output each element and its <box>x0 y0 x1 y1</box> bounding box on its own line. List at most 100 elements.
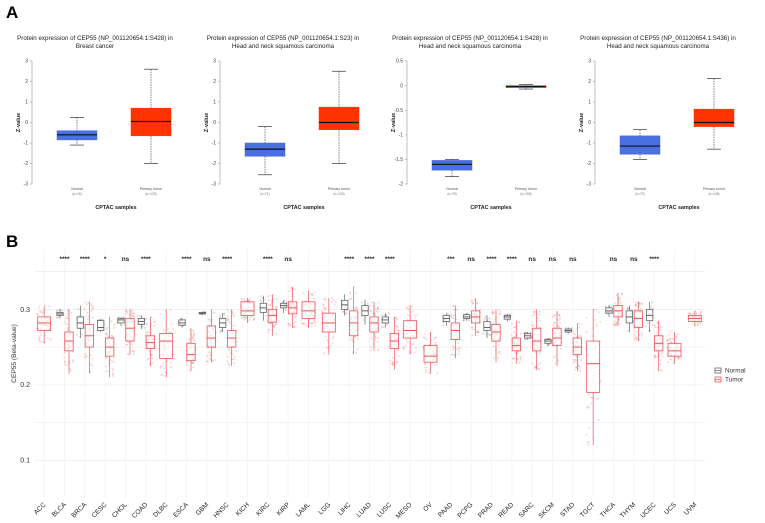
chart-title: Head and neck squamous carcinoma <box>232 43 335 50</box>
data-point <box>580 323 583 326</box>
data-point <box>491 311 494 313</box>
data-point <box>407 308 410 311</box>
significance-label: *** <box>447 256 455 263</box>
data-point <box>109 358 112 361</box>
data-point <box>477 331 480 334</box>
data-point <box>604 305 607 308</box>
data-point <box>219 315 222 318</box>
data-point <box>112 361 115 363</box>
data-point <box>105 356 108 359</box>
box-normal <box>619 129 661 160</box>
data-point <box>125 343 128 346</box>
data-point <box>591 335 593 337</box>
data-point <box>267 303 270 306</box>
data-point <box>458 349 460 352</box>
data-point <box>688 312 691 315</box>
data-point <box>640 302 643 305</box>
x-category-label: BLCA <box>51 501 69 519</box>
box-iqr <box>423 345 438 363</box>
data-point <box>325 299 327 301</box>
data-point <box>227 316 229 319</box>
x-category-label: ESCA <box>172 501 190 519</box>
data-point <box>519 356 522 359</box>
normal-box <box>543 337 552 347</box>
data-point <box>377 307 379 310</box>
data-point <box>633 333 636 336</box>
data-point <box>163 367 166 370</box>
data-point <box>272 298 275 301</box>
data-point <box>322 303 324 306</box>
data-point <box>578 365 581 368</box>
data-point <box>533 366 536 369</box>
data-point <box>548 337 550 340</box>
y-axis-title: Z-value <box>204 113 210 133</box>
data-point <box>355 351 357 354</box>
data-point <box>234 324 237 326</box>
data-point <box>293 288 296 291</box>
y-tick-label: 0 <box>400 83 403 89</box>
data-point <box>614 320 616 323</box>
data-point <box>577 365 580 367</box>
data-point <box>369 309 372 312</box>
data-point <box>118 316 121 319</box>
data-point <box>531 324 533 327</box>
data-point <box>131 315 134 318</box>
data-point <box>64 363 67 366</box>
data-point <box>463 318 466 321</box>
data-point <box>479 308 482 311</box>
significance-label: ns <box>122 256 130 263</box>
data-point <box>666 339 669 341</box>
data-point <box>511 357 514 360</box>
data-point <box>64 321 67 323</box>
data-point <box>39 331 42 334</box>
data-point <box>615 323 618 326</box>
data-point <box>656 326 659 329</box>
data-point <box>412 343 415 346</box>
data-point <box>406 340 409 343</box>
data-point <box>687 312 690 315</box>
data-point <box>450 315 453 318</box>
data-point <box>61 309 64 312</box>
data-point <box>355 292 358 295</box>
data-point <box>213 311 216 314</box>
data-point <box>209 319 212 321</box>
data-point <box>244 317 247 320</box>
box-iqr <box>186 342 196 362</box>
data-point <box>308 318 311 321</box>
data-point <box>133 315 135 318</box>
box-iqr <box>667 342 682 357</box>
x-axis-title: CPTAC samples <box>470 205 511 211</box>
data-point <box>267 328 270 331</box>
tumor-box <box>510 320 522 365</box>
data-point <box>349 291 352 294</box>
data-point <box>450 353 453 356</box>
data-point <box>91 357 94 360</box>
data-point <box>493 311 496 314</box>
data-point <box>66 317 69 320</box>
data-point <box>275 306 278 309</box>
data-point <box>416 314 419 316</box>
data-point <box>455 348 458 350</box>
data-point <box>41 341 44 344</box>
data-point <box>153 324 155 327</box>
data-point <box>499 313 501 316</box>
data-point <box>653 354 656 357</box>
data-point <box>538 367 541 370</box>
normal-box <box>381 312 390 328</box>
data-point <box>355 308 357 311</box>
data-point <box>138 314 141 317</box>
significance-label: **** <box>344 256 354 263</box>
data-point <box>653 357 656 360</box>
data-point <box>518 362 521 364</box>
data-point <box>471 334 474 337</box>
data-point <box>585 331 588 334</box>
data-point <box>656 322 659 324</box>
data-point <box>227 362 230 365</box>
data-point <box>669 331 672 333</box>
x-category-count: (n=103) <box>333 192 344 196</box>
x-category-label: Normal <box>71 187 83 191</box>
data-point <box>288 325 290 327</box>
significance-label: ns <box>284 256 292 263</box>
data-point <box>674 334 677 336</box>
